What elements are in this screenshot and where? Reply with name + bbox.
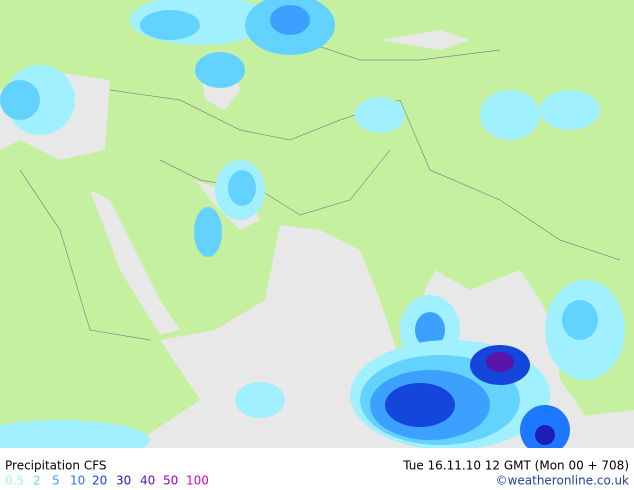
legend: 0.5 2 5 10 20 30 40 50 100: [5, 474, 209, 488]
credit: ©weatheronline.co.uk: [496, 474, 629, 488]
legend-value: 5: [52, 474, 60, 488]
borders: [19, 39, 621, 341]
footer: [0, 448, 634, 490]
legend-value: 40: [140, 474, 155, 488]
legend-value: 2: [33, 474, 41, 488]
precipitation: [0, 0, 625, 460]
legend-value: 0.5: [5, 474, 24, 488]
legend-value: 50: [163, 474, 178, 488]
legend-value: 20: [92, 474, 107, 488]
legend-value: 100: [186, 474, 209, 488]
valid-time: Tue 16.11.10 12 GMT (Mon 00 + 708): [402, 459, 629, 473]
legend-value: 10: [70, 474, 85, 488]
legend-value: 30: [116, 474, 131, 488]
title: Precipitation CFS: [5, 459, 107, 473]
